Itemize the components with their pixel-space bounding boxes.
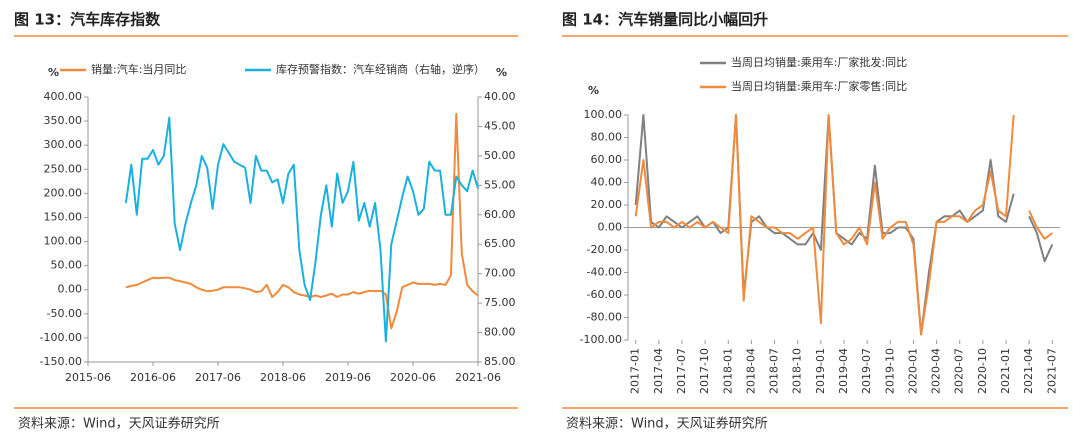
x-tick-label: 2017-01	[629, 348, 642, 394]
x-tick-label: 2021-04	[1022, 348, 1035, 394]
x-tick-label: 2021-06	[455, 371, 501, 384]
y-tick-label: -80.00	[587, 311, 622, 324]
x-tick-label: 2020-07	[953, 348, 966, 394]
y-axis-label: %	[588, 84, 599, 97]
x-tick-label: 2017-07	[675, 348, 688, 394]
x-tick-label: 2017-06	[195, 371, 241, 384]
y2-tick-label: 50.00	[484, 149, 516, 162]
y-tick-label: 20.00	[591, 198, 623, 211]
y-tick-label: 350.00	[44, 114, 83, 127]
y-tick-label: 300.00	[44, 138, 83, 151]
y-tick-label: -100.00	[580, 333, 622, 346]
x-tick-label: 2019-04	[837, 348, 850, 394]
x-tick-label: 2017-10	[698, 348, 711, 394]
y-tick-label: 0.00	[58, 283, 83, 296]
x-tick-label: 2018-04	[744, 348, 757, 394]
y-tick-label: 250.00	[44, 162, 83, 175]
y-tick-label: 60.00	[591, 153, 623, 166]
series-line	[125, 112, 479, 330]
legend-label: 销量:汽车:当月同比	[91, 62, 186, 76]
x-tick-label: 2020-01	[906, 348, 919, 394]
chart-title: 图 14：汽车销量同比小幅回升	[562, 11, 768, 29]
y2-tick-label: 55.00	[484, 178, 516, 191]
x-tick-label: 2016-06	[130, 371, 176, 384]
y2-tick-label: 75.00	[484, 296, 516, 309]
x-tick-label: 2018-01	[721, 348, 734, 394]
y-tick-label: -150.00	[40, 355, 82, 368]
y-axis-label: %	[48, 66, 59, 79]
y-tick-label: -20.00	[587, 243, 622, 256]
x-tick-label: 2019-10	[883, 348, 896, 394]
y2-tick-label: 40.00	[484, 90, 516, 103]
legend-label: 库存预警指数：汽车经销商（右轴，逆序）	[276, 62, 485, 76]
x-tick-label: 2019-06	[325, 371, 371, 384]
x-tick-label: 2018-07	[768, 348, 781, 394]
x-tick-label: 2018-06	[260, 371, 306, 384]
y-tick-label: -40.00	[587, 266, 622, 279]
y2-tick-label: 60.00	[484, 208, 516, 221]
series-line	[634, 114, 1054, 336]
y-tick-label: 80.00	[591, 131, 623, 144]
y-tick-label: 50.00	[51, 259, 83, 272]
legend-label: 当周日均销量:乘用车:厂家零售:同比	[731, 79, 907, 93]
x-tick-label: 2020-06	[390, 371, 436, 384]
x-tick-label: 2019-07	[860, 348, 873, 394]
x-tick-label: 2017-04	[652, 348, 665, 394]
x-tick-label: 2020-04	[930, 348, 943, 394]
y-tick-label: 200.00	[44, 186, 83, 199]
source: 资料来源：Wind，天风证券研究所	[18, 416, 220, 432]
y-tick-label: -60.00	[587, 288, 622, 301]
y-tick-label: 150.00	[44, 210, 83, 223]
x-tick-label: 2015-06	[65, 371, 111, 384]
chart-title: 图 13：汽车库存指数	[14, 11, 161, 29]
y2-tick-label: 70.00	[484, 267, 516, 280]
y-tick-label: -50.00	[47, 307, 82, 320]
y-tick-label: 100.00	[44, 235, 83, 248]
y-tick-label: 0.00	[598, 221, 623, 234]
y2-axis-label: %	[496, 66, 507, 79]
y-tick-label: -100.00	[40, 331, 82, 344]
series-line	[634, 114, 1053, 336]
y2-tick-label: 65.00	[484, 237, 516, 250]
y-tick-label: 100.00	[584, 108, 623, 121]
x-tick-label: 2020-10	[976, 348, 989, 394]
y2-tick-label: 85.00	[484, 355, 516, 368]
x-tick-label: 2018-10	[791, 348, 804, 394]
source: 资料来源：Wind，天风证券研究所	[566, 416, 768, 432]
y-tick-label: 40.00	[591, 176, 623, 189]
x-tick-label: 2021-01	[999, 348, 1012, 394]
x-tick-label: 2021-07	[1045, 348, 1058, 394]
y-tick-label: 400.00	[44, 90, 83, 103]
x-tick-label: 2019-01	[814, 348, 827, 394]
y2-tick-label: 80.00	[484, 326, 516, 339]
series-line	[124, 116, 479, 343]
y2-tick-label: 45.00	[484, 119, 516, 132]
legend-label: 当周日均销量:乘用车:厂家批发:同比	[731, 55, 907, 69]
